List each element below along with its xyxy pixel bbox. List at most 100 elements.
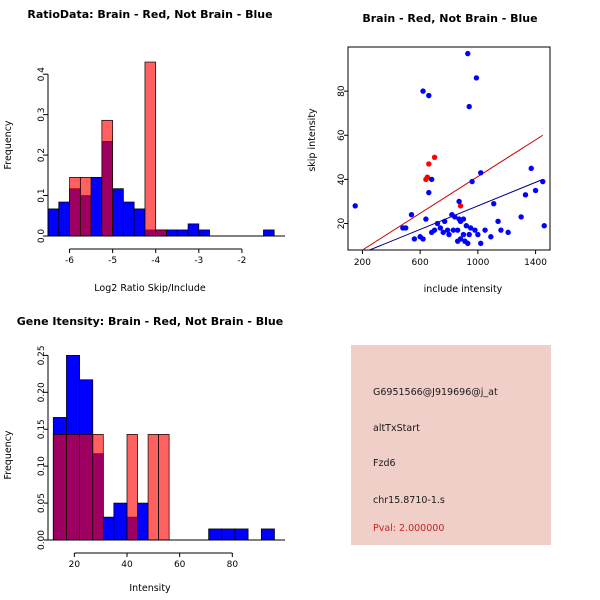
scatter-point	[463, 223, 470, 229]
scatter-point	[426, 161, 432, 167]
scatter-point	[491, 200, 497, 207]
gene-info-line-1: G6951566@J919696@j_at	[373, 387, 498, 398]
gene-intensity-ylabel: Frequency	[3, 430, 14, 479]
gene-intensity-title: Gene Itensity: Brain - Red, Not Brain - …	[17, 315, 283, 328]
x-tick-label: 40	[121, 560, 133, 570]
ratio-histogram-axes: 0.0 0.1 0.2 0.3 0.4 -6 -5 -4 -3 -2	[37, 67, 285, 266]
scatter-point	[454, 227, 461, 233]
scatter-point	[540, 178, 546, 185]
scatter-point	[420, 88, 426, 94]
histogram-bar	[166, 229, 178, 237]
scatter-point	[460, 231, 467, 238]
histogram-bar	[133, 208, 146, 237]
scatter-point	[528, 165, 534, 172]
histogram-bar	[47, 208, 60, 237]
histogram-bar	[137, 502, 149, 541]
scatter-point	[411, 236, 418, 242]
scatter-point	[428, 176, 435, 183]
scatter-point	[522, 192, 529, 198]
scatter-point	[532, 187, 539, 194]
brain-trend	[362, 134, 544, 250]
intensity-scatter-panel: Brain - Red, Not Brain - Blue 20 40 60 80 20…	[300, 0, 600, 300]
scatter-point	[505, 229, 511, 236]
intensity-scatter-xlabel: include intensity	[424, 284, 503, 295]
x-tick-label: -2	[237, 256, 246, 266]
y-tick-label: 0.00	[37, 530, 47, 550]
histogram-bar	[158, 434, 170, 541]
scatter-point	[475, 231, 481, 238]
scatter-point	[420, 236, 426, 242]
intensity-scatter-axes: 20 40 60 80 200 600 1000 1400	[337, 85, 547, 268]
ratio-histogram-ylabel: Frequency	[3, 120, 14, 169]
scatter-point	[450, 227, 457, 233]
y-tick-label: 0.05	[37, 493, 47, 513]
scatter-point	[473, 75, 480, 81]
intensity-scatter-title: Brain - Red, Not Brain - Blue	[362, 12, 537, 25]
y-tick-label: 0.3	[37, 107, 47, 121]
scatter-point	[424, 174, 431, 180]
intensity-scatter-trendlines	[362, 134, 544, 250]
y-tick-label: 0.0	[37, 229, 47, 244]
scatter-point	[541, 223, 547, 229]
x-tick-label: -6	[65, 256, 74, 266]
histogram-bar	[92, 434, 104, 541]
histogram-bar	[102, 516, 115, 541]
y-tick-label: 0.4	[37, 67, 47, 82]
scatter-point	[403, 225, 409, 231]
x-tick-label: 600	[412, 258, 429, 268]
scatter-point	[457, 203, 464, 209]
gene-info-panel: G6951566@J919696@j_at altTxStart Fzd6 chr15…	[300, 300, 600, 600]
histogram-bar	[90, 176, 103, 237]
intensity-scatter-svg: Brain - Red, Not Brain - Blue 2040608020…	[307, 12, 551, 295]
y-tick-label: 0.15	[37, 419, 47, 439]
intensity-scatter-ylabel: skip intensity	[307, 108, 318, 172]
scatter-point	[444, 227, 451, 233]
gene-info-line-2: altTxStart	[373, 423, 420, 434]
scatter-point	[441, 218, 448, 225]
gene-intensity-panel: Gene Itensity: Brain - Red, Not Brain - …	[0, 300, 300, 600]
x-tick-label: -3	[194, 256, 203, 266]
histogram-bar	[79, 176, 92, 237]
scatter-point	[352, 203, 358, 209]
scatter-point	[466, 103, 472, 110]
y-tick-label: 60	[337, 129, 347, 141]
scatter-point	[465, 240, 471, 247]
scatter-point	[454, 238, 461, 244]
scatter-point	[465, 50, 471, 57]
scatter-point	[478, 240, 484, 247]
gene-info-line-3: Fzd6	[373, 458, 396, 469]
histogram-bar	[198, 229, 210, 237]
y-tick-label: 0.2	[37, 148, 47, 162]
gene-info-background: G6951566@J919696@j_at altTxStart Fzd6 chr15…	[351, 345, 551, 545]
ratio-histogram-svg: RatioData: Brain - Red, Not Brain - Blue…	[3, 8, 285, 294]
scatter-point	[469, 178, 475, 185]
gene-info-line-4: chr15.8710-1.s	[373, 495, 445, 506]
intensity-scatter-box	[347, 46, 551, 251]
scatter-point	[457, 218, 464, 225]
histogram-bar	[208, 528, 223, 541]
scatter-point	[498, 227, 504, 233]
histogram-bar	[187, 223, 200, 237]
scatter-point	[478, 170, 484, 176]
scatter-point	[431, 154, 438, 161]
scatter-point	[472, 227, 478, 233]
ratio-histogram-bars	[47, 61, 275, 237]
histogram-bar	[52, 434, 67, 541]
scatter-point	[437, 225, 444, 231]
histogram-bar	[58, 201, 70, 237]
histogram-bar	[66, 434, 80, 541]
scatter-point	[423, 216, 429, 222]
scatter-point	[467, 225, 474, 231]
y-tick-label: 40	[337, 173, 347, 185]
x-tick-label: 60	[174, 560, 186, 570]
scatter-point	[466, 231, 472, 238]
gene-info-line-5: Pval: 2.000000	[373, 523, 445, 534]
histogram-bar	[101, 119, 113, 237]
y-tick-label: 0.20	[37, 382, 47, 402]
gene-intensity-xlabel: Intensity	[129, 583, 171, 594]
y-tick-label: 0.1	[37, 188, 47, 202]
scatter-point	[434, 220, 441, 227]
histogram-bar	[112, 188, 124, 237]
x-tick-label: 1400	[524, 258, 547, 268]
histogram-bar	[113, 502, 128, 541]
